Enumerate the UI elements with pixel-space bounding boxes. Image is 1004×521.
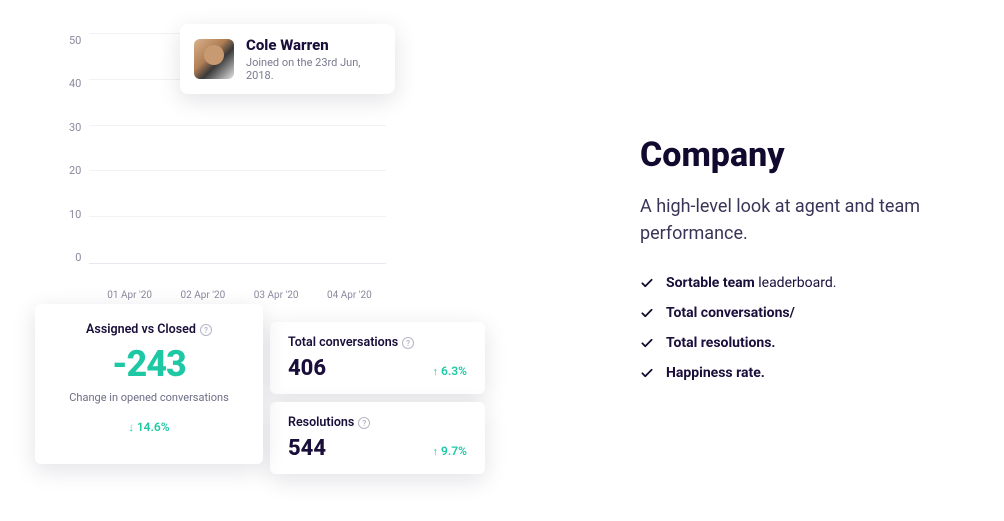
trend-value: 9.7%: [441, 444, 467, 458]
assigned-trend: ↓ 14.6%: [55, 420, 243, 434]
resolutions-card: Resolutions ? 544 ↑ 9.7%: [270, 402, 485, 474]
trend-down-icon: ↓: [128, 421, 134, 434]
feature-text: Happiness rate.: [666, 365, 765, 381]
section-heading: Company: [640, 135, 964, 175]
card-title: Assigned vs Closed ?: [55, 322, 243, 337]
resolutions-value: 544: [288, 436, 326, 461]
feature-item: Happiness rate.: [640, 365, 964, 381]
feature-item: Sortable team leaderboard.: [640, 275, 964, 291]
chart-x-axis: 01 Apr '20 02 Apr '20 03 Apr '20 04 Apr …: [93, 284, 386, 301]
card-title-text: Total conversations: [288, 335, 398, 350]
conversations-value: 406: [288, 356, 326, 381]
user-joined: Joined on the 23rd Jun, 2018.: [246, 56, 381, 82]
info-icon[interactable]: ?: [358, 417, 370, 429]
check-icon: [640, 276, 654, 290]
y-tick: 50: [69, 34, 81, 47]
total-conversations-card: Total conversations ? 406 ↑ 6.3%: [270, 322, 485, 394]
card-title: Total conversations ?: [288, 335, 467, 350]
chart-y-axis: 50 40 30 20 10 0: [69, 34, 89, 264]
info-icon[interactable]: ?: [200, 324, 212, 336]
y-tick: 10: [69, 208, 81, 221]
card-title: Resolutions ?: [288, 415, 467, 430]
feature-description: Company A high-level look at agent and t…: [500, 0, 1004, 521]
feature-item: Total resolutions.: [640, 335, 964, 351]
feature-text: Sortable team leaderboard.: [666, 275, 836, 291]
assigned-vs-closed-card: Assigned vs Closed ? -243 Change in open…: [35, 304, 263, 464]
feature-text: Total resolutions.: [666, 335, 775, 351]
trend-value: 14.6%: [137, 420, 170, 434]
check-icon: [640, 336, 654, 350]
x-tick: 02 Apr '20: [166, 290, 239, 301]
info-icon[interactable]: ?: [402, 337, 414, 349]
x-tick: 01 Apr '20: [93, 290, 166, 301]
feature-item: Total conversations/: [640, 305, 964, 321]
card-title-text: Resolutions: [288, 415, 354, 430]
resolutions-trend: ↑ 9.7%: [433, 444, 467, 458]
feature-list: Sortable team leaderboard. Total conversa…: [640, 275, 964, 381]
assigned-value: -243: [55, 343, 243, 385]
section-lead: A high-level look at agent and team perf…: [640, 193, 964, 247]
feature-text: Total conversations/: [666, 305, 795, 321]
y-tick: 30: [69, 121, 81, 134]
chart-gridline: [89, 170, 386, 171]
chart-gridline: [89, 125, 386, 126]
x-tick: 04 Apr '20: [313, 290, 386, 301]
x-tick: 03 Apr '20: [240, 290, 313, 301]
user-name: Cole Warren: [246, 36, 381, 54]
trend-up-icon: ↑: [433, 365, 439, 378]
y-tick: 0: [75, 251, 81, 264]
chart-gridline: [89, 216, 386, 217]
trend-up-icon: ↑: [433, 445, 439, 458]
y-tick: 20: [69, 164, 81, 177]
assigned-subtitle: Change in opened conversations: [55, 391, 243, 404]
check-icon: [640, 306, 654, 320]
conversations-trend: ↑ 6.3%: [433, 364, 467, 378]
dashboard-preview: 50 40 30 20 10 0 01 Apr '20 02 Apr '20 0…: [0, 0, 500, 521]
trend-value: 6.3%: [441, 364, 467, 378]
avatar: [194, 39, 234, 79]
user-popover: Cole Warren Joined on the 23rd Jun, 2018…: [180, 24, 395, 94]
y-tick: 40: [69, 77, 81, 90]
card-title-text: Assigned vs Closed: [86, 322, 196, 337]
check-icon: [640, 366, 654, 380]
